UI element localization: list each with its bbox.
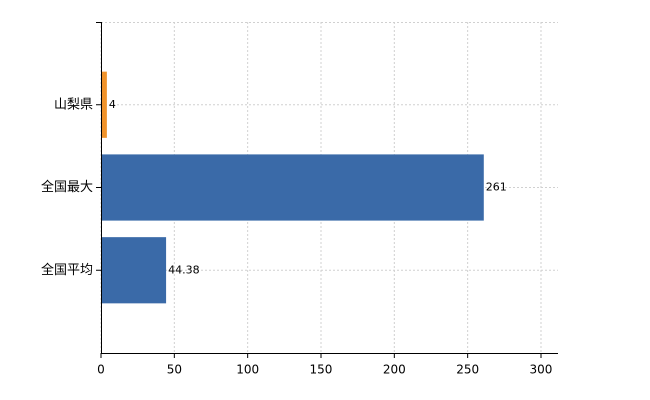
bar xyxy=(101,154,484,221)
x-tick-label: 150 xyxy=(310,363,333,377)
x-tick-label: 300 xyxy=(530,363,553,377)
x-tick-label: 200 xyxy=(383,363,406,377)
y-tick-label: 山梨県 xyxy=(54,97,93,112)
x-tick-label: 50 xyxy=(167,363,182,377)
value-label: 44.38 xyxy=(168,263,200,276)
bar xyxy=(101,71,107,138)
x-tick-label: 250 xyxy=(456,363,479,377)
y-tick-label: 全国平均 xyxy=(41,262,93,278)
bar xyxy=(101,237,167,304)
value-label: 261 xyxy=(486,181,507,194)
x-tick-label: 0 xyxy=(97,363,105,377)
value-label: 4 xyxy=(109,98,116,111)
y-tick-label: 全国最大 xyxy=(41,179,93,195)
x-tick-label: 100 xyxy=(236,363,259,377)
